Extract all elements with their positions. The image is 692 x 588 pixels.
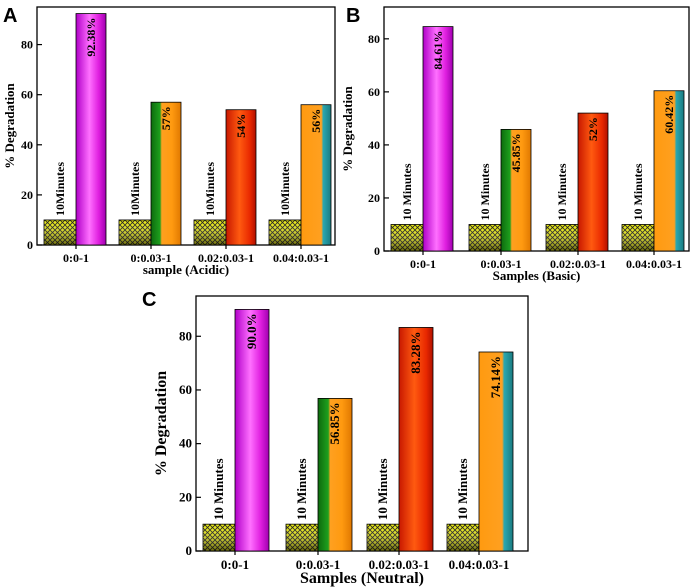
chart-panel-b: B 0 20 40 60 80 % Degradation Samples (Basic) 10… xyxy=(340,5,690,283)
bar-10min-label: 10Minutes xyxy=(203,162,217,216)
bar-degradation-label: 84.61% xyxy=(431,31,445,70)
bar-10min-label: 10 Minutes xyxy=(555,163,569,220)
x-axis-label: Samples (Basic) xyxy=(493,268,581,283)
panel-letter: B xyxy=(346,5,360,27)
bar-10min-label: 10 Minutes xyxy=(631,163,645,220)
bar-10min-shade xyxy=(203,524,235,551)
bar-10min-shade xyxy=(622,224,654,251)
bar-10min-label: 10 Minutes xyxy=(375,458,390,520)
plot-frame xyxy=(36,6,336,246)
panel-letter: C xyxy=(142,289,156,311)
bar-degradation xyxy=(478,351,514,552)
bar-degradation-label: 92.38% xyxy=(84,18,98,57)
x-tick-label: 0:0-1 xyxy=(63,251,89,265)
y-tick-label: 40 xyxy=(21,138,33,152)
x-tick-label: 0.02:0.03-1 xyxy=(550,257,606,271)
y-tick-label: 0 xyxy=(374,244,380,258)
y-tick-label: 40 xyxy=(179,436,192,451)
y-tick-label: 80 xyxy=(21,38,33,52)
y-tick-label: 20 xyxy=(368,191,380,205)
bar-10min-shade xyxy=(391,224,423,251)
bar-degradation-label: 57% xyxy=(159,106,173,130)
y-axis-label: % Degradation xyxy=(2,82,17,168)
x-tick-label: 0:0.03-1 xyxy=(296,557,340,572)
y-tick-label: 60 xyxy=(21,88,33,102)
x-axis-label: Samples (Neutral) xyxy=(300,570,424,587)
x-tick-label: 0:0-1 xyxy=(410,257,436,271)
y-tick-label: 40 xyxy=(368,138,380,152)
chart-panel-a: A 0 20 40 60 80 % Degradation sample (Acidic) 10… xyxy=(2,5,336,277)
x-tick-label: 0.04:0.03-1 xyxy=(273,251,329,265)
bar-degradation xyxy=(234,309,270,552)
bar-degradation xyxy=(300,104,332,246)
bar-10min-label: 10 Minutes xyxy=(294,458,309,520)
bar-degradation xyxy=(653,90,685,252)
bar-10min-label: 10 Minutes xyxy=(211,458,226,520)
x-tick-label: 0.04:0.03-1 xyxy=(449,557,510,572)
bar-10min-shade xyxy=(546,224,578,251)
panel-letter: A xyxy=(3,5,17,27)
bar-10min-shade xyxy=(119,219,151,245)
x-tick-label: 0.02:0.03-1 xyxy=(369,557,430,572)
bar-10min-label: 10 Minutes xyxy=(478,163,492,220)
bar-10min-shade xyxy=(44,219,76,245)
bar-degradation xyxy=(500,128,532,252)
bar-10min-shade xyxy=(269,219,301,245)
bar-degradation-label: 56% xyxy=(309,109,323,133)
bar-10min-shade xyxy=(367,524,399,551)
bar-10min-label: 10Minutes xyxy=(278,162,292,216)
bar-10min-shade xyxy=(447,524,479,551)
bar-10min-label: 10Minutes xyxy=(128,162,142,216)
y-tick-label: 20 xyxy=(179,489,192,504)
y-axis-label: % Degradation xyxy=(153,371,170,476)
bar-degradation-label: 54% xyxy=(234,114,248,138)
y-tick-label: 60 xyxy=(368,85,380,99)
y-tick-label: 20 xyxy=(21,188,33,202)
bar-degradation-label: 45.85% xyxy=(509,133,523,172)
bar-degradation-label: 56.85% xyxy=(327,402,342,444)
bar-degradation-label: 90.0% xyxy=(244,313,259,349)
bar-degradation xyxy=(422,26,454,252)
bar-degradation-label: 74.14% xyxy=(488,356,503,398)
y-axis-label: % Degradation xyxy=(340,85,355,171)
y-tick-label: 0 xyxy=(186,543,193,558)
plot-frame xyxy=(195,295,529,552)
chart-panel-c: C 0 20 40 60 80 % Degradation Samples (Neutral)… xyxy=(142,289,529,587)
bar-degradation xyxy=(150,101,182,246)
plot-frame xyxy=(383,6,690,252)
bar-degradation xyxy=(75,13,107,246)
bar-degradation xyxy=(317,398,353,552)
x-tick-label: 0:0.03-1 xyxy=(481,257,522,271)
bar-10min-label: 10 Minutes xyxy=(400,163,414,220)
x-tick-label: 0.04:0.03-1 xyxy=(626,257,682,271)
x-tick-label: 0:0-1 xyxy=(221,557,249,572)
x-tick-label: 0:0.03-1 xyxy=(131,251,172,265)
bar-10min-shade xyxy=(194,219,226,245)
bar-10min-label: 10Minutes xyxy=(53,162,67,216)
bar-10min-label: 10 Minutes xyxy=(455,458,470,520)
bar-degradation-label: 83.28% xyxy=(408,331,423,373)
y-tick-label: 60 xyxy=(179,382,192,397)
x-tick-label: 0.02:0.03-1 xyxy=(198,251,254,265)
bar-degradation-label: 52% xyxy=(586,117,600,141)
bar-10min-shade xyxy=(469,224,501,251)
bar-degradation xyxy=(225,109,257,246)
y-tick-label: 80 xyxy=(179,328,192,343)
y-tick-label: 80 xyxy=(368,32,380,46)
bar-degradation xyxy=(398,327,434,552)
x-axis-label: sample (Acidic) xyxy=(143,262,229,277)
bar-10min-shade xyxy=(286,524,318,551)
y-tick-label: 0 xyxy=(27,238,33,252)
bar-degradation xyxy=(577,112,609,252)
bar-degradation-label: 60.42% xyxy=(662,95,676,134)
